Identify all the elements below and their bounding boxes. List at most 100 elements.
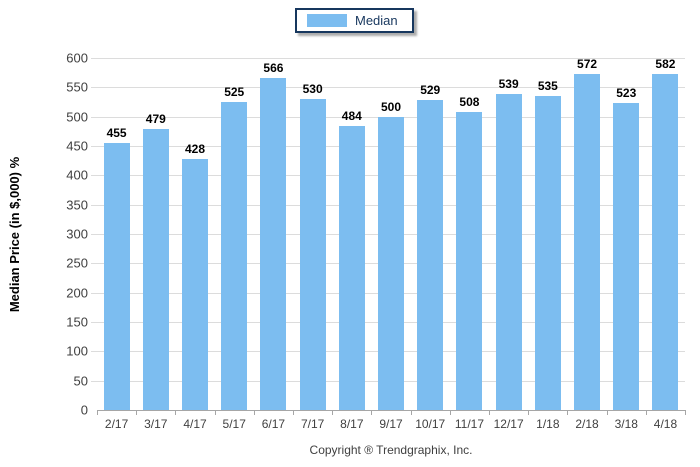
legend: Median xyxy=(295,8,414,33)
y-tick-label-500: 500 xyxy=(66,109,88,125)
x-tick-label-4/18: 4/18 xyxy=(653,417,678,431)
bar-cell-3/18: 523 xyxy=(607,58,646,410)
bar-9/17 xyxy=(378,116,405,410)
bar-cell-6/17: 566 xyxy=(254,58,293,410)
x-axis-tick xyxy=(606,410,608,415)
bar-cell-10/17: 529 xyxy=(411,58,450,410)
y-tick-label-600: 600 xyxy=(66,50,88,66)
bar-12/17 xyxy=(495,93,522,410)
x-tick-label-5/17: 5/17 xyxy=(222,417,246,431)
x-axis-tick xyxy=(332,410,334,415)
bar-cell-9/17: 500 xyxy=(371,58,410,410)
x-tick-label-10/17: 10/17 xyxy=(415,417,446,431)
bar-4/18 xyxy=(652,74,679,410)
legend-label: Median xyxy=(355,13,398,28)
bar-2/17 xyxy=(103,143,130,410)
bar-cell-3/17: 479 xyxy=(136,58,175,410)
x-tick-label-7/17: 7/17 xyxy=(300,417,325,431)
copyright-text: Copyright ® Trendgraphix, Inc. xyxy=(309,443,473,457)
bar-value-label-5/17: 525 xyxy=(224,85,245,99)
y-tick-label-350: 350 xyxy=(66,197,88,213)
x-tick-label-1/18: 1/18 xyxy=(536,417,560,431)
bar-value-label-4/18: 582 xyxy=(655,57,676,71)
x-axis-tick xyxy=(136,410,138,415)
bar-2/18 xyxy=(574,74,601,410)
x-tick-label-3/17: 3/17 xyxy=(144,417,168,431)
bar-cell-4/17: 428 xyxy=(175,58,214,410)
x-axis-tick xyxy=(685,410,686,415)
bar-8/17 xyxy=(338,126,365,410)
y-axis-title-text: Median Price (in $,000) % xyxy=(7,156,23,312)
bar-value-label-6/17: 566 xyxy=(263,60,284,75)
y-tick-label-450: 450 xyxy=(66,138,88,154)
bar-cell-11/17: 508 xyxy=(450,58,489,410)
bar-value-label-12/17: 539 xyxy=(498,76,519,91)
bar-value-label-10/17: 529 xyxy=(420,82,441,97)
y-tick-label-200: 200 xyxy=(66,285,88,301)
bar-cell-2/17: 455 xyxy=(97,58,136,410)
bar-value-label-2/17: 455 xyxy=(106,126,127,141)
bar-7/17 xyxy=(299,99,326,410)
x-tick-label-12/17: 12/17 xyxy=(493,417,524,431)
bar-1/18 xyxy=(534,96,561,410)
x-tick-label-11/17: 11/17 xyxy=(454,417,484,431)
bar-cell-8/17: 484 xyxy=(332,58,371,410)
x-axis-tick xyxy=(293,410,294,415)
x-axis-tick xyxy=(528,410,530,415)
x-tick-label-9/17: 9/17 xyxy=(379,417,403,431)
x-tick-label-4/17: 4/17 xyxy=(183,417,207,431)
y-axis-title: Median Price (in $,000) % xyxy=(2,58,28,410)
bar-value-label-1/18: 535 xyxy=(537,79,558,94)
x-axis-tick xyxy=(371,410,373,415)
x-tick-label-2/18: 2/18 xyxy=(575,417,599,431)
gridline-600 xyxy=(91,58,685,59)
x-axis-tick xyxy=(214,410,216,415)
x-axis-tick xyxy=(97,410,98,415)
gridline-550 xyxy=(91,87,685,89)
y-tick-label-0: 0 xyxy=(80,402,88,418)
bar-value-label-7/17: 530 xyxy=(302,82,323,97)
y-tick-label-100: 100 xyxy=(66,343,88,359)
bar-4/17 xyxy=(182,158,208,410)
legend-swatch-median xyxy=(307,14,347,27)
x-axis-labels: 2/17 3/17 4/17 5/17 6/17 7/17 8/17 9/17 10/17 11/… xyxy=(97,417,685,431)
bar-value-label-3/18: 523 xyxy=(616,86,637,101)
y-tick-label-250: 250 xyxy=(66,255,88,271)
x-tick-label-3/18: 3/18 xyxy=(614,417,638,431)
x-tick-label-6/17: 6/17 xyxy=(261,417,286,431)
x-axis-tick xyxy=(567,410,569,415)
x-axis-tick xyxy=(253,410,255,415)
y-tick-label-150: 150 xyxy=(66,314,88,330)
x-axis-tick xyxy=(645,410,647,415)
bar-10/17 xyxy=(417,99,444,410)
y-tick-label-50: 50 xyxy=(73,373,88,389)
bar-3/18 xyxy=(613,103,640,410)
bar-cell-12/17: 539 xyxy=(489,58,528,410)
y-tick-label-300: 300 xyxy=(66,226,88,242)
x-axis-tick xyxy=(449,410,451,415)
bar-3/17 xyxy=(142,129,169,410)
bar-value-label-4/17: 428 xyxy=(184,141,206,156)
bar-6/17 xyxy=(260,77,287,410)
bar-cell-2/18: 572 xyxy=(567,58,606,410)
bar-value-label-3/17: 479 xyxy=(145,112,166,126)
bar-cell-7/17: 530 xyxy=(293,58,332,410)
bar-value-label-11/17: 508 xyxy=(459,94,480,109)
bar-cell-1/18: 535 xyxy=(528,58,567,410)
bar-value-label-8/17: 484 xyxy=(341,109,362,124)
x-axis-ticks xyxy=(97,410,686,415)
bar-11/17 xyxy=(456,111,483,410)
bar-value-label-2/18: 572 xyxy=(577,57,598,72)
x-tick-label-2/17: 2/17 xyxy=(104,417,129,431)
x-axis-tick xyxy=(410,410,412,415)
bar-5/17 xyxy=(221,102,248,410)
y-tick-label-550: 550 xyxy=(66,79,88,95)
y-axis-tick-labels: 0 50 100 150 200 250 300 350 400 450 500 550 600 xyxy=(38,52,88,417)
y-tick-label-400: 400 xyxy=(66,167,88,183)
x-axis-tick xyxy=(489,410,490,415)
bar-value-label-9/17: 500 xyxy=(381,99,402,114)
plot-area: 455 479 428 525 566 530 484 500 529 508 539 535 572 5… xyxy=(91,57,686,415)
bar-cell-5/17: 525 xyxy=(215,58,254,410)
x-axis-tick xyxy=(175,410,177,415)
